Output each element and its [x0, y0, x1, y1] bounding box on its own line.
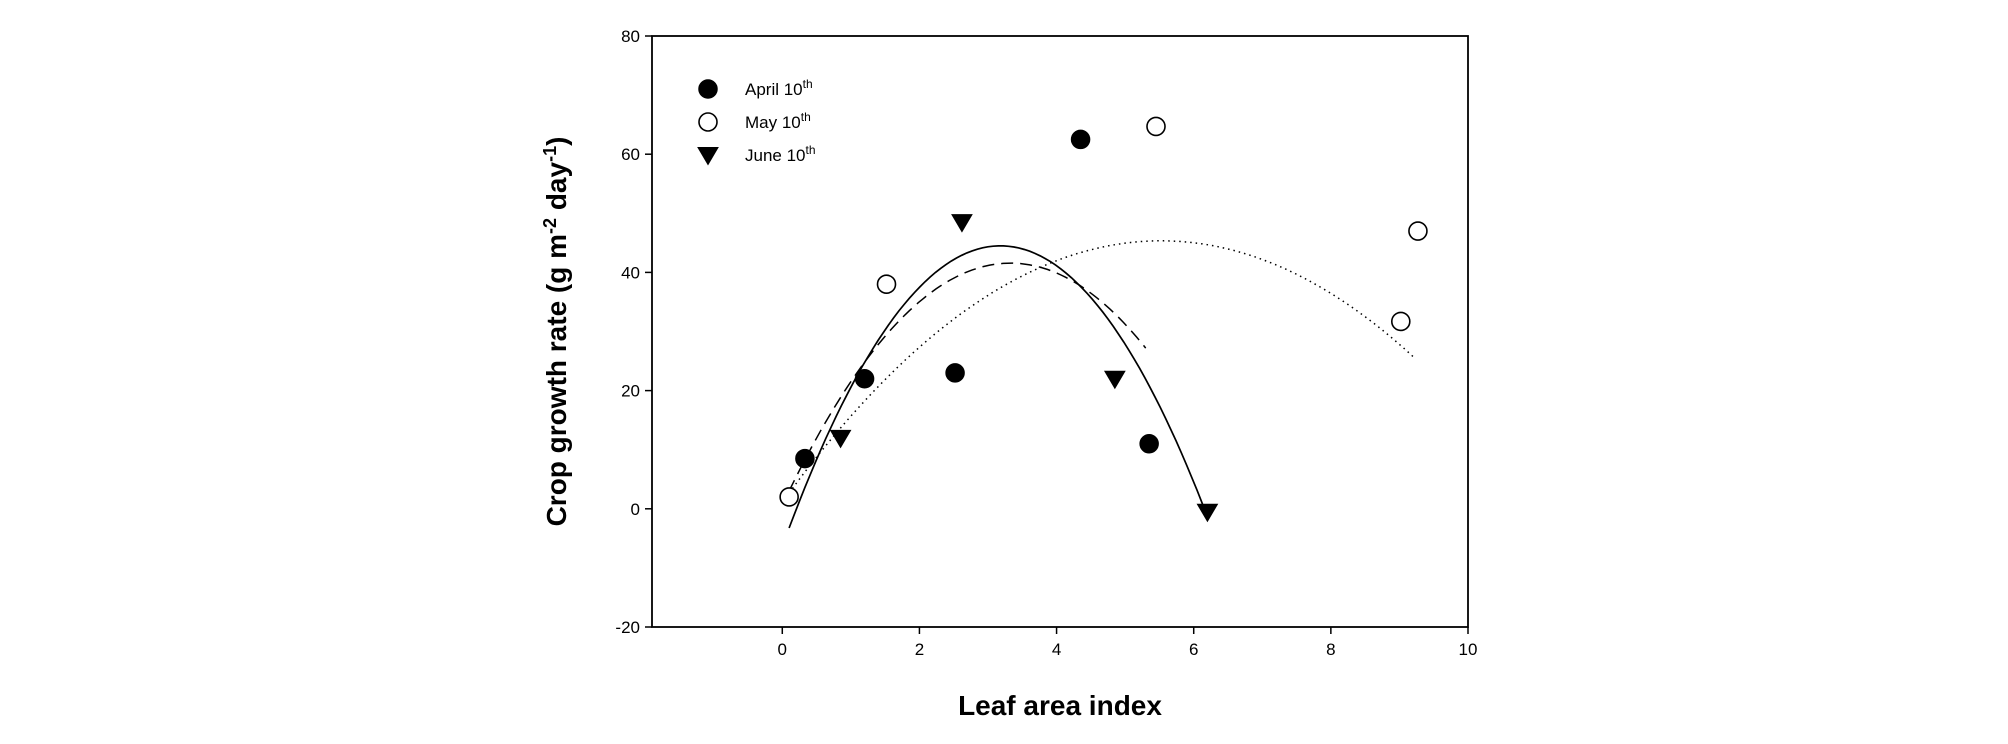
- y-axis-title-part: Crop growth rate (g m: [541, 234, 572, 526]
- data-point-series-2: [951, 214, 973, 233]
- data-point-series-0: [795, 448, 815, 469]
- x-tick-label: 2: [915, 640, 924, 659]
- legend-label-superscript: th: [801, 110, 811, 124]
- y-tick-label: 0: [631, 500, 640, 519]
- y-tick-label: 80: [621, 27, 640, 46]
- legend-marker-series-0: [698, 79, 718, 99]
- legend-label-text: April 10: [745, 80, 803, 99]
- y-axis-title: Crop growth rate (g m-2 day-1): [540, 137, 572, 527]
- x-tick-label: 6: [1189, 640, 1198, 659]
- data-point-series-2: [1196, 503, 1219, 523]
- data-point-series-0: [1139, 434, 1159, 454]
- y-axis-title-part: ): [541, 137, 572, 146]
- legend-label-series-2: June 10th: [745, 143, 816, 165]
- y-tick-label: 20: [621, 382, 640, 401]
- fit-line-series-1: [788, 240, 1414, 494]
- y-tick-label: 40: [621, 263, 640, 282]
- x-tick-label: 8: [1326, 640, 1335, 659]
- y-tick-label: 60: [621, 145, 640, 164]
- data-point-series-1: [1391, 311, 1411, 332]
- data-point-series-0: [945, 363, 965, 383]
- y-axis-ticks: -20 0 20 40 60 80: [615, 27, 652, 637]
- legend-label-text: June 10: [745, 146, 806, 165]
- x-axis-title: Leaf area index: [958, 690, 1162, 721]
- data-point-series-1: [779, 487, 799, 507]
- data-point-series-1: [1146, 116, 1166, 137]
- y-axis-title-superscript: -2: [540, 218, 560, 234]
- x-tick-label: 0: [778, 640, 787, 659]
- legend-label-superscript: th: [806, 143, 816, 157]
- data-point-series-2: [829, 429, 852, 449]
- fit-line-series-0: [788, 262, 1147, 492]
- legend-label-text: May 10: [745, 113, 801, 132]
- legend-marker-series-2: [697, 147, 719, 166]
- y-axis-title-part: day: [541, 161, 572, 217]
- data-point-series-1: [876, 274, 897, 295]
- fit-line-series-2: [788, 245, 1209, 529]
- y-tick-label: -20: [615, 618, 640, 637]
- legend-label-superscript: th: [803, 77, 813, 91]
- data-point-series-1: [1408, 221, 1428, 241]
- data-point-series-0: [854, 369, 875, 389]
- data-point-series-2: [1103, 370, 1126, 390]
- data-points: [779, 116, 1428, 523]
- y-axis-title-superscript: -1: [540, 146, 560, 162]
- legend-label-series-0: April 10th: [745, 77, 813, 99]
- x-tick-label: 10: [1459, 640, 1478, 659]
- plot-frame: [651, 35, 1469, 628]
- legend-marker-series-1: [698, 112, 718, 132]
- x-tick-label: 4: [1052, 640, 1061, 659]
- legend-label-series-1: May 10th: [745, 110, 811, 132]
- data-point-series-0: [1070, 129, 1091, 150]
- x-axis-ticks: 0 2 4 6 8 10: [778, 627, 1478, 659]
